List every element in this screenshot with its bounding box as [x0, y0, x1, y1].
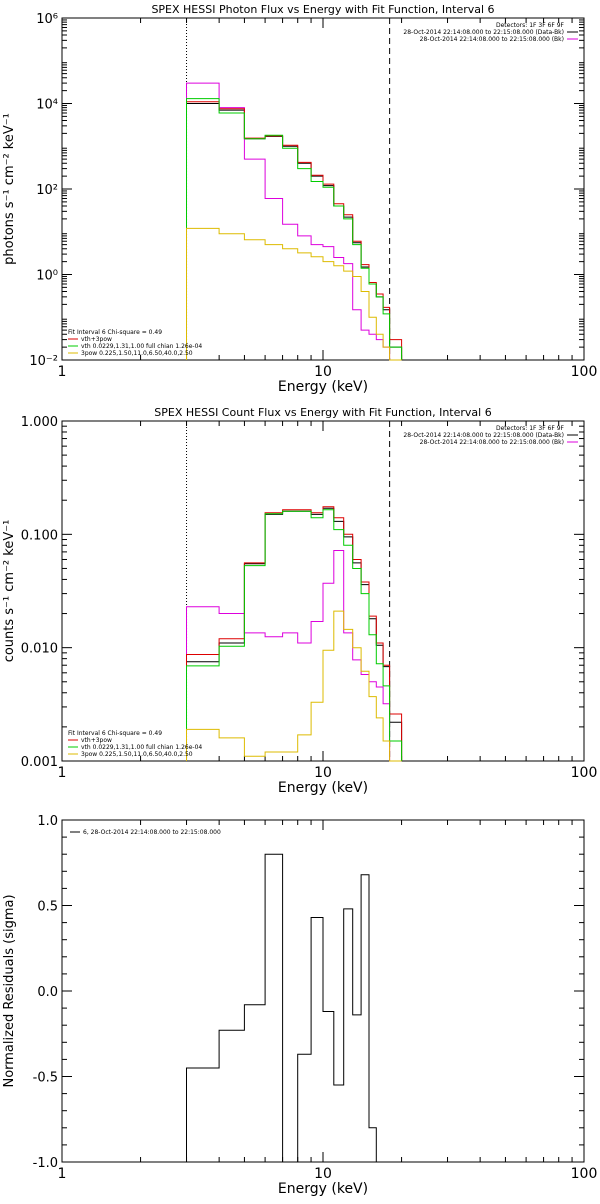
legend-entry: 6, 28-Oct-2014 22:14:08.000 to 22:15:08.…	[83, 829, 221, 836]
y-tick-label: 1.000	[21, 415, 58, 430]
series-line	[186, 853, 377, 1163]
x-tick-label: 1	[58, 1166, 67, 1182]
chart-panel-2: SPEX HESSI Count Flux vs Energy with Fit…	[2, 406, 597, 796]
chart-title: SPEX HESSI Count Flux vs Energy with Fit…	[154, 406, 491, 419]
x-tick-label: 1	[58, 364, 67, 380]
y-tick-label: 0.0	[37, 985, 58, 1000]
info-text: 28-Oct-2014 22:14:08.000 to 22:15:08.000…	[420, 439, 564, 446]
chart-title: SPEX HESSI Photon Flux vs Energy with Fi…	[151, 3, 494, 16]
legend-entry: vth+3pow	[81, 336, 112, 343]
info-text: Detectors: 1F 3F 6F 9F	[496, 425, 565, 432]
x-tick-label: 10	[314, 765, 332, 781]
y-tick-label: -1.0	[33, 1156, 58, 1171]
legend-entry: vth 0.0229,1.31,1.00 full chian 1.26e-04	[81, 744, 202, 751]
legend-entry: 3pow 0.225,1.50,11.0,6.50,40.0,2.50	[81, 751, 193, 758]
y-tick-label: 10⁰	[36, 269, 58, 284]
x-axis-label: Energy (keV)	[278, 1181, 368, 1197]
series-line	[186, 610, 402, 762]
legend-header: Fit Interval 6 Chi-square = 0.49	[68, 730, 162, 737]
info-text: 28-Oct-2014 22:14:08.000 to 22:15:08.000…	[403, 29, 564, 36]
y-tick-label: 10⁻²	[29, 354, 58, 369]
y-tick-label: 10²	[36, 183, 58, 198]
series-line	[186, 82, 402, 361]
y-tick-label: 10⁶	[36, 12, 58, 27]
y-tick-label: -0.5	[33, 1071, 58, 1086]
info-text: 28-Oct-2014 22:14:08.000 to 22:15:08.000…	[420, 36, 564, 43]
y-tick-label: 0.001	[21, 755, 58, 770]
series-line	[186, 227, 402, 361]
y-axis-label: counts s⁻¹ cm⁻² keV⁻¹	[2, 520, 17, 663]
plot-frame	[61, 17, 585, 361]
x-tick-label: 10	[314, 1166, 332, 1182]
series-line	[186, 550, 402, 762]
y-tick-label: 1.0	[37, 814, 58, 829]
info-text: 28-Oct-2014 22:14:08.000 to 22:15:08.000…	[403, 432, 564, 439]
x-axis-label: Energy (keV)	[278, 379, 368, 395]
chart-panel-3: 1 10 100 Energy (keV) -1.0 -0.5 0.0 0.5 1.0 Norma…	[2, 814, 597, 1197]
legend-entry: vth+3pow	[81, 737, 112, 744]
y-tick-label: 0.5	[37, 900, 58, 915]
y-tick-label: 0.010	[21, 642, 58, 657]
x-tick-label: 100	[571, 364, 598, 380]
x-tick-label: 100	[571, 1166, 598, 1182]
x-tick-label: 1	[58, 765, 67, 781]
info-text: Detectors: 1F 3F 6F 9F	[496, 22, 565, 29]
series-line	[186, 98, 403, 360]
x-axis-label: Energy (keV)	[278, 780, 368, 796]
legend-entry: 3pow 0.225,1.50,11.0,6.50,40.0,2.50	[81, 350, 193, 357]
y-tick-label: 10⁴	[36, 98, 58, 113]
x-tick-label: 10	[314, 364, 332, 380]
series-line	[186, 509, 403, 761]
legend-header: Fit Interval 6 Chi-square = 0.49	[68, 329, 162, 336]
y-axis-label: Normalized Residuals (sigma)	[2, 894, 17, 1087]
legend-entry: vth 0.0229,1.31,1.00 full chian 1.26e-04	[81, 343, 202, 350]
y-axis-label: photons s⁻¹ cm⁻² keV⁻¹	[2, 113, 17, 265]
y-tick-label: 0.100	[21, 528, 58, 543]
chart-panel-1: SPEX HESSI Photon Flux vs Energy with Fi…	[2, 3, 597, 395]
x-tick-label: 100	[571, 765, 598, 781]
